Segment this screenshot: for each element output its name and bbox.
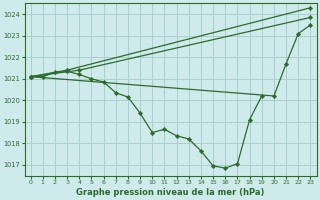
X-axis label: Graphe pression niveau de la mer (hPa): Graphe pression niveau de la mer (hPa) [76,188,265,197]
